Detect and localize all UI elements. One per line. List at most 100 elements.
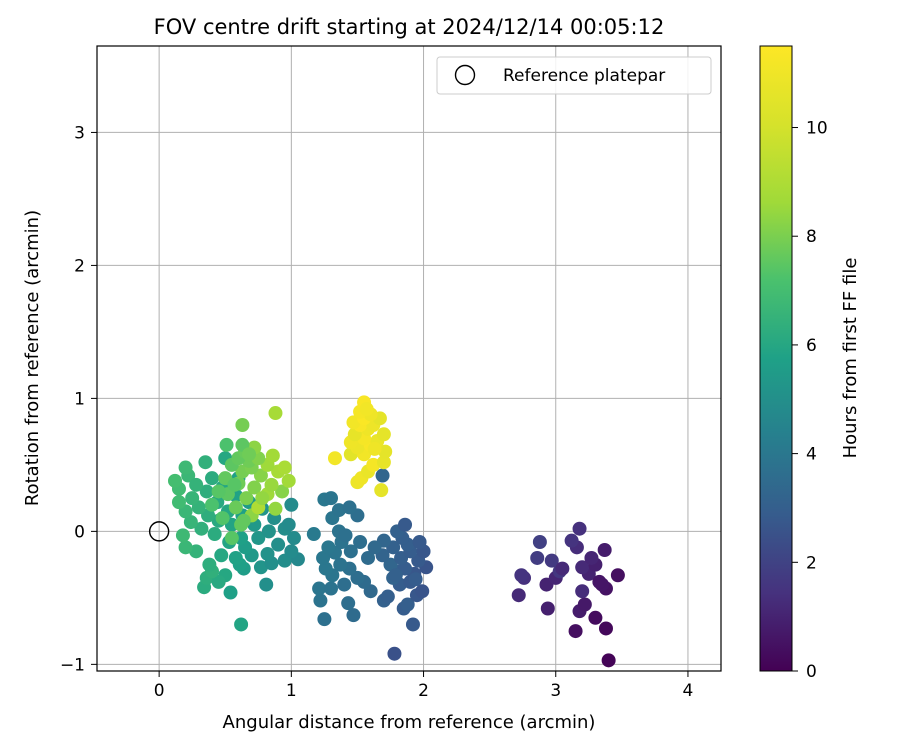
scatter-point (253, 560, 268, 575)
colorbar-tick-label: 4 (806, 445, 817, 465)
y-tick-label: 0 (74, 522, 85, 542)
scatter-point (366, 457, 381, 472)
scatter-point (327, 451, 342, 466)
scatter-point (359, 402, 374, 417)
scatter-point (346, 608, 361, 623)
x-tick-label: 1 (286, 681, 297, 701)
scatter-point (343, 544, 358, 559)
scatter-point (228, 550, 243, 565)
scatter-point (253, 468, 268, 483)
scatter-point (588, 610, 603, 625)
scatter-point (412, 535, 427, 550)
scatter-point (313, 593, 328, 608)
scatter-point (388, 568, 403, 583)
legend-box (436, 56, 712, 95)
scatter-point (271, 537, 286, 552)
scatter-point (194, 521, 209, 536)
scatter-point (178, 460, 193, 475)
scatter-point (286, 531, 301, 546)
scatter-point (189, 544, 204, 559)
scatter-point (564, 533, 579, 548)
scatter-point (511, 588, 526, 603)
scatter-point (601, 653, 616, 668)
scatter-point (331, 503, 346, 518)
scatter-point (189, 477, 204, 492)
scatter-point (337, 577, 352, 592)
colorbar-tick-label: 2 (806, 553, 817, 573)
scatter-point (555, 561, 570, 576)
reference-circle-icon (148, 521, 170, 542)
scatter-point (275, 484, 290, 499)
scatter-point (367, 540, 382, 555)
legend-marker-icon (454, 64, 476, 86)
scatter-point (380, 589, 395, 604)
scatter-point (353, 535, 368, 550)
scatter-point (610, 568, 625, 583)
scatter-point (318, 561, 333, 576)
scatter-point (597, 542, 612, 557)
legend: Reference platepar (436, 56, 712, 95)
scatter-point (312, 581, 327, 596)
scatter-point (383, 557, 398, 572)
scatter-point (374, 483, 389, 498)
scatter-point (598, 621, 613, 636)
scatter-point (183, 515, 198, 530)
scatter-point (540, 601, 555, 616)
scatter-point (205, 471, 220, 486)
scatter-point (324, 581, 338, 596)
scatter-point (284, 497, 299, 512)
scatter-point (398, 517, 413, 532)
scatter-point (415, 584, 430, 599)
x-tick-label: 2 (418, 681, 429, 701)
scatter-point (575, 560, 590, 575)
scatter-point (178, 540, 193, 555)
scatter-point (367, 441, 382, 456)
scatter-point (223, 585, 238, 600)
colorbar-tick-label: 0 (806, 662, 817, 682)
scatter-point (228, 500, 243, 515)
colorbar-label: Hours from first FF file (840, 258, 861, 459)
scatter-point (333, 557, 348, 572)
scatter-point (350, 570, 365, 585)
scatter-point (375, 468, 390, 483)
chart-title: FOV centre drift starting at 2024/12/14 … (154, 15, 665, 39)
scatter-point (575, 584, 590, 599)
scatter-point (207, 527, 222, 542)
scatter-point (387, 646, 402, 661)
y-tick-label: 2 (74, 256, 85, 276)
scatter-point (234, 617, 249, 632)
scatter-point (265, 448, 280, 463)
data-points (168, 395, 625, 668)
y-axis-ticks: −1 0 1 2 3 (60, 123, 97, 675)
scatter-point (592, 574, 607, 589)
scatter-point (239, 491, 254, 506)
scatter-point (284, 544, 299, 559)
scatter-point (324, 491, 338, 506)
scatter-point (214, 548, 229, 563)
scatter-point (584, 550, 599, 565)
scatter-point (185, 491, 200, 506)
scatter-point (281, 473, 296, 488)
scatter-point (202, 557, 217, 572)
scatter-point (168, 473, 182, 488)
y-axis-label: Rotation from reference (arcmin) (22, 210, 43, 506)
x-axis-ticks: 0 1 2 3 4 (154, 671, 694, 701)
scatter-point (211, 574, 226, 589)
x-tick-label: 0 (154, 681, 165, 701)
scatter-point (211, 484, 226, 499)
colorbar: 0 2 4 6 8 10 Hours from first FF file (759, 45, 861, 682)
scatter-point (514, 568, 529, 583)
scatter-point (376, 455, 391, 470)
scatter-point (205, 497, 220, 512)
scatter-point (224, 531, 239, 546)
x-tick-label: 4 (683, 681, 694, 701)
scatter-point (247, 480, 262, 495)
scatter-point (577, 597, 592, 612)
scatter-point (219, 437, 234, 452)
colorbar-tick-label: 8 (806, 227, 817, 247)
scatter-point (277, 460, 292, 475)
scatter-point (268, 406, 283, 421)
scatter-point (215, 511, 230, 526)
y-tick-label: −1 (60, 655, 85, 675)
scatter-point (242, 447, 257, 462)
